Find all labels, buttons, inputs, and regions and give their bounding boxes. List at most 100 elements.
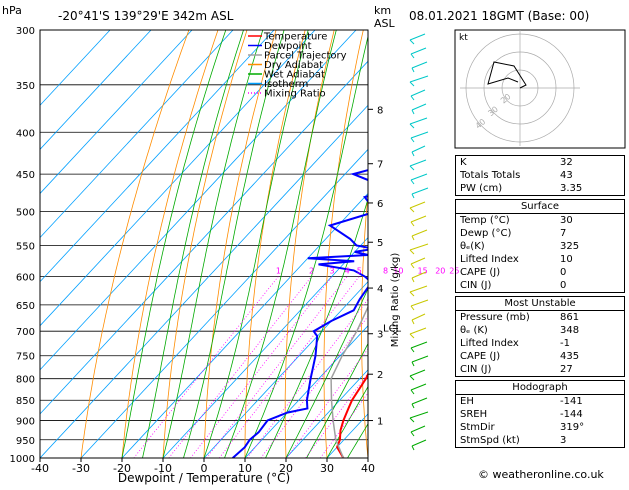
most-unstable-value: 348 bbox=[560, 325, 580, 336]
wet-adiabat-line bbox=[162, 30, 264, 458]
wind-barb-flag bbox=[409, 417, 415, 423]
wind-barb bbox=[410, 131, 429, 139]
wind-barb-flag bbox=[411, 193, 415, 199]
most-unstable-value: -1 bbox=[560, 338, 570, 349]
legend-label: Mixing Ratio bbox=[264, 89, 326, 100]
wet-adiabat-line bbox=[224, 30, 337, 458]
surface-title: Surface bbox=[456, 200, 624, 214]
surface-row: CIN (J) 0 bbox=[456, 279, 624, 292]
wind-barb bbox=[411, 229, 428, 237]
hodograph-title: Hodograph bbox=[456, 381, 624, 395]
wet-adiabat-line bbox=[121, 30, 227, 458]
dry-adiabat-line bbox=[361, 190, 368, 458]
hodograph-row: SREH -144 bbox=[456, 408, 624, 421]
pressure-tick-label: 1000 bbox=[10, 454, 35, 465]
legend-label: Dry Adiabat bbox=[264, 60, 323, 71]
wind-barb-flag bbox=[409, 81, 415, 87]
wind-barb-flag bbox=[409, 39, 415, 45]
most-unstable-value: 27 bbox=[560, 364, 573, 375]
isotherm-line bbox=[162, 236, 368, 458]
surface-value: 10 bbox=[560, 254, 573, 265]
wind-barb bbox=[410, 299, 429, 307]
indices-panel: K 32 Totals Totals 43 PW (cm) 3.35 Surface Te… bbox=[455, 155, 625, 451]
wind-barb-flag bbox=[411, 277, 415, 283]
wind-barb bbox=[410, 215, 427, 223]
wind-barb bbox=[411, 187, 429, 195]
wind-barb-flag bbox=[410, 431, 415, 437]
wind-barb-flag bbox=[409, 123, 415, 129]
hodograph-label: SREH bbox=[460, 409, 488, 420]
wind-barb-flag bbox=[409, 375, 415, 381]
pressure-tick-label: 500 bbox=[16, 208, 35, 219]
surface-value: 7 bbox=[560, 228, 567, 239]
index-label: Totals Totals bbox=[460, 170, 521, 181]
hodograph-value: 319° bbox=[560, 422, 585, 433]
wet-adiabat-line bbox=[142, 30, 244, 458]
hodograph-row: StmDir 319° bbox=[456, 421, 624, 434]
isotherm-line bbox=[203, 281, 368, 458]
index-value: 32 bbox=[560, 157, 573, 168]
surface-row: CAPE (J) 0 bbox=[456, 266, 624, 279]
pressure-tick-label: 900 bbox=[16, 417, 35, 428]
copyright-footer: © weatheronline.co.uk bbox=[478, 468, 604, 481]
legend-label: Wet Adiabat bbox=[264, 70, 325, 81]
wet-adiabat-line bbox=[183, 30, 285, 458]
surface-label: CIN (J) bbox=[460, 280, 492, 291]
isotherm-line bbox=[40, 30, 234, 239]
km-tick-label: 3 bbox=[377, 330, 383, 341]
wind-barb-flag bbox=[411, 109, 415, 115]
wind-barb-flag bbox=[410, 137, 415, 143]
location-label: -20°41'S 139°29'E 342m ASL bbox=[58, 9, 234, 23]
most-unstable-row: θₑ (K) 348 bbox=[456, 324, 624, 337]
km-tick-label: 6 bbox=[377, 199, 383, 210]
wind-barb bbox=[411, 397, 428, 405]
wind-barb bbox=[409, 117, 428, 125]
pressure-tick-label: 750 bbox=[16, 352, 35, 363]
wind-barb bbox=[411, 439, 427, 447]
surface-value: 30 bbox=[560, 215, 573, 226]
wind-barb-flag bbox=[409, 207, 415, 213]
hodograph-row: EH -141 bbox=[456, 395, 624, 408]
wind-barb bbox=[411, 145, 426, 153]
wind-barb bbox=[409, 243, 429, 251]
isotherm-line bbox=[40, 30, 193, 195]
asl-unit-label: ASL bbox=[374, 17, 396, 30]
wind-barb bbox=[409, 327, 427, 335]
surface-table: Surface Temp (°C) 30 Dewp (°C) 7 θₑ(K) 325 Lif… bbox=[455, 199, 625, 293]
mixing-ratio-label: 5 bbox=[357, 266, 362, 275]
x-tick-label: -40 bbox=[31, 462, 49, 475]
hodograph-value: -141 bbox=[560, 396, 583, 407]
hodograph-unit-label: kt bbox=[459, 33, 468, 43]
wind-barb-flag bbox=[410, 347, 415, 353]
legend-label: Dewpoint bbox=[264, 41, 312, 52]
mixing-ratio-line bbox=[305, 372, 368, 458]
most-unstable-row: Lifted Index -1 bbox=[456, 337, 624, 350]
hodograph-label: StmDir bbox=[460, 422, 495, 433]
isotherm-line bbox=[244, 325, 368, 458]
km-unit-label: km bbox=[374, 4, 391, 17]
index-value: 3.35 bbox=[560, 183, 583, 194]
isotherm-line bbox=[80, 148, 368, 458]
wet-adiabat-line bbox=[285, 287, 368, 458]
dry-adiabat-line bbox=[162, 30, 248, 458]
mixing-ratio-label: 25 bbox=[449, 266, 459, 275]
series-parcel-trajectory bbox=[330, 305, 368, 458]
index-value: 43 bbox=[560, 170, 573, 181]
most-unstable-label: Lifted Index bbox=[460, 338, 519, 349]
wind-barb-flag bbox=[411, 403, 415, 409]
surface-value: 325 bbox=[560, 241, 580, 252]
indices-table: K 32 Totals Totals 43 PW (cm) 3.35 bbox=[455, 155, 625, 196]
pressure-tick-label: 550 bbox=[16, 241, 35, 252]
isotherm-line bbox=[40, 30, 111, 106]
wet-adiabat-line bbox=[203, 30, 309, 458]
most-unstable-value: 435 bbox=[560, 351, 580, 362]
surface-row: Temp (°C) 30 bbox=[456, 214, 624, 227]
most-unstable-row: CAPE (J) 435 bbox=[456, 350, 624, 363]
mixing-ratio-line bbox=[260, 315, 368, 458]
mixing-ratio-label: 1 bbox=[276, 266, 281, 275]
isotherm-line bbox=[285, 369, 368, 458]
isotherm-line bbox=[40, 60, 368, 415]
wind-barb bbox=[410, 173, 428, 181]
isotherm-line bbox=[40, 104, 368, 458]
wind-barb bbox=[411, 271, 427, 279]
